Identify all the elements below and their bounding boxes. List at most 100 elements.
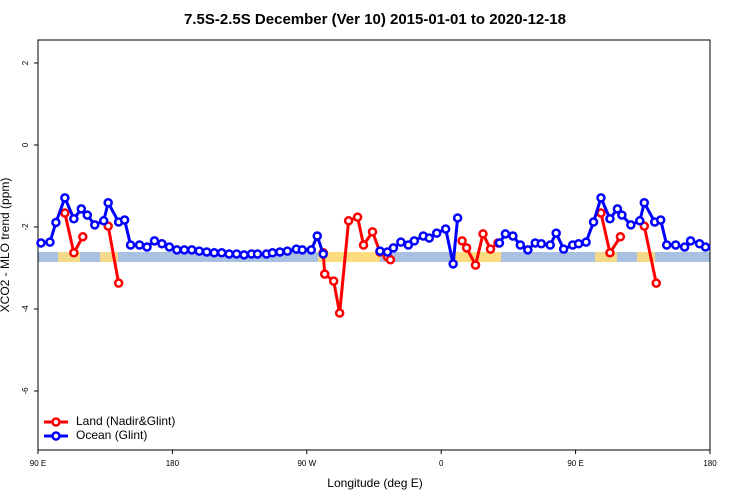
point <box>651 278 661 288</box>
point <box>318 249 328 259</box>
point <box>635 216 645 226</box>
point <box>508 231 518 241</box>
land-strip <box>58 252 80 262</box>
point <box>282 246 293 256</box>
point <box>358 240 369 250</box>
point <box>78 232 88 242</box>
point <box>700 242 711 252</box>
point <box>661 240 672 250</box>
point <box>224 249 234 259</box>
point <box>605 214 615 224</box>
point <box>452 213 463 223</box>
point <box>60 208 70 218</box>
point <box>596 193 606 203</box>
point <box>388 243 399 253</box>
y-tick-label: -6 <box>21 387 30 395</box>
point <box>679 242 690 252</box>
point <box>216 248 227 258</box>
point <box>440 224 451 234</box>
point <box>312 231 323 241</box>
point <box>319 269 330 279</box>
point <box>76 204 87 214</box>
point <box>409 236 420 246</box>
point <box>367 227 378 237</box>
y-tick-label: -2 <box>21 223 30 231</box>
point <box>605 248 615 258</box>
point <box>194 246 205 256</box>
point <box>581 237 591 247</box>
point <box>615 232 626 242</box>
y-tick-label: -4 <box>21 305 30 313</box>
point <box>103 198 113 208</box>
point <box>626 220 636 230</box>
point <box>36 238 46 248</box>
point <box>252 249 263 259</box>
point <box>685 236 696 246</box>
point <box>98 216 109 226</box>
x-tick-label: 0 <box>439 459 444 468</box>
point <box>457 236 467 246</box>
chart-title: 7.5S-2.5S December (Ver 10) 2015-01-01 t… <box>184 11 566 28</box>
point <box>573 239 584 249</box>
legend-marker <box>51 431 61 441</box>
point <box>231 249 242 259</box>
legend-label: Land (Nadir&Glint) <box>76 414 175 428</box>
y-tick-label: 2 <box>21 60 30 65</box>
point <box>461 243 472 253</box>
x-tick-label: 180 <box>166 459 180 468</box>
point <box>478 229 488 239</box>
land-strip <box>595 252 617 262</box>
point <box>172 245 182 255</box>
point <box>306 245 317 255</box>
point <box>275 247 285 257</box>
point <box>375 246 385 256</box>
point <box>558 244 569 254</box>
point <box>485 244 496 254</box>
point <box>396 237 406 247</box>
point <box>670 240 681 250</box>
point <box>536 239 547 249</box>
point <box>523 245 533 255</box>
point <box>500 229 511 239</box>
point <box>134 240 145 250</box>
point <box>142 242 152 252</box>
land-strip <box>637 252 655 262</box>
point <box>494 238 505 248</box>
point <box>149 236 160 246</box>
legend-marker <box>51 417 61 427</box>
point <box>119 215 130 225</box>
land-strip <box>318 252 380 262</box>
point <box>60 193 70 203</box>
point <box>551 228 561 238</box>
point <box>89 220 100 230</box>
point <box>470 260 481 270</box>
point <box>448 259 458 269</box>
point <box>69 214 79 224</box>
x-tick-label: 90 E <box>567 459 583 468</box>
land-strip <box>100 252 118 262</box>
point <box>545 240 555 250</box>
point <box>334 308 345 318</box>
point <box>588 217 599 227</box>
point <box>403 240 414 250</box>
point <box>125 240 136 250</box>
point <box>617 210 627 220</box>
point <box>157 239 167 249</box>
point <box>385 255 396 265</box>
y-axis-label: XCO2 - MLO trend (ppm) <box>0 178 12 313</box>
point <box>297 245 308 255</box>
point <box>113 278 124 288</box>
point <box>612 204 623 214</box>
point <box>655 215 666 225</box>
point <box>164 242 175 252</box>
y-tick-label: 0 <box>21 142 30 147</box>
legend-label: Ocean (Glint) <box>76 428 147 442</box>
point <box>343 216 354 226</box>
point <box>239 250 249 260</box>
x-tick-label: 180 <box>703 459 717 468</box>
point <box>424 233 435 243</box>
point <box>187 245 197 255</box>
x-axis-label: Longitude (deg E) <box>327 476 422 490</box>
point <box>209 248 219 258</box>
